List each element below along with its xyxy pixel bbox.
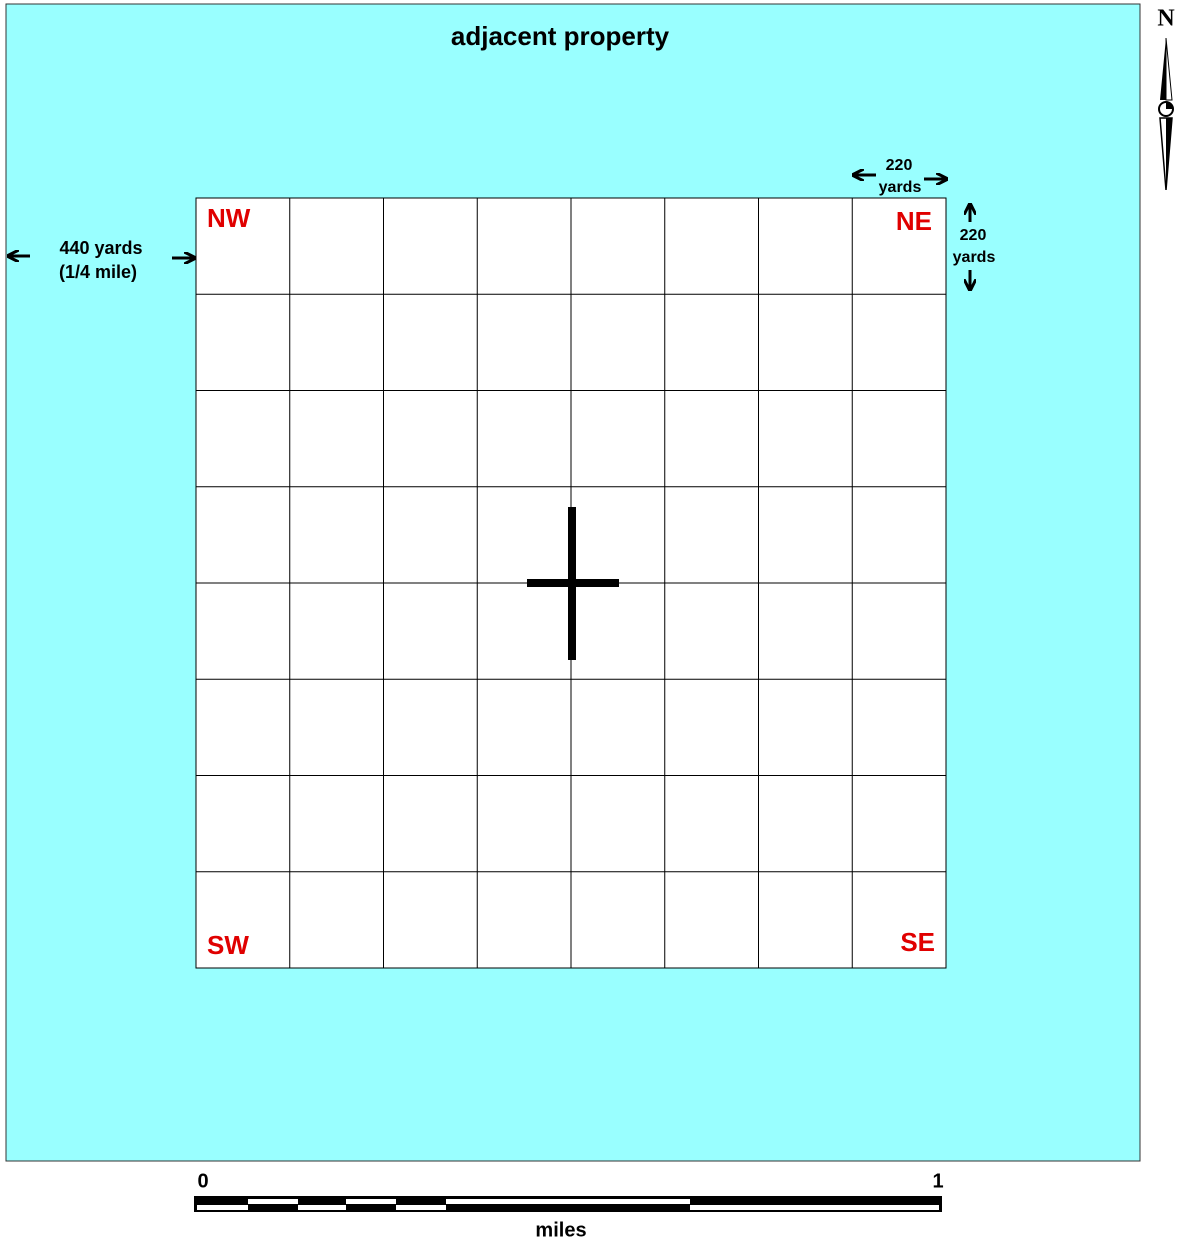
scale-segment (690, 1205, 939, 1210)
grid-lines (196, 198, 946, 968)
scale-segment (396, 1205, 446, 1210)
north-arrow: N (1157, 6, 1175, 191)
distance-label: 220 (960, 227, 987, 244)
corner-label: SW (207, 930, 249, 960)
compass-label: N (1157, 6, 1175, 32)
distance-label: 220 (886, 157, 913, 174)
corner-label: NW (207, 203, 251, 233)
scale-label: 0 (197, 1170, 208, 1192)
corner-label: SE (900, 927, 935, 957)
scale-segment (446, 1199, 690, 1204)
distance-label: (1/4 mile) (59, 262, 137, 282)
dimension-arrows (8, 175, 970, 290)
scale-segment (298, 1205, 346, 1210)
scale-unit: miles (535, 1219, 586, 1241)
distance-label: yards (879, 179, 922, 196)
distance-label: 440 yards (59, 238, 142, 258)
corner-label: NE (896, 206, 932, 236)
distance-label: yards (953, 249, 996, 266)
center-cross (527, 507, 619, 660)
scale-label: 1 (932, 1170, 943, 1192)
scale-bar (194, 1196, 942, 1212)
scale-segment (346, 1199, 396, 1204)
title: adjacent property (451, 21, 670, 51)
scale-segment (248, 1199, 298, 1204)
scale-segment (197, 1205, 248, 1210)
